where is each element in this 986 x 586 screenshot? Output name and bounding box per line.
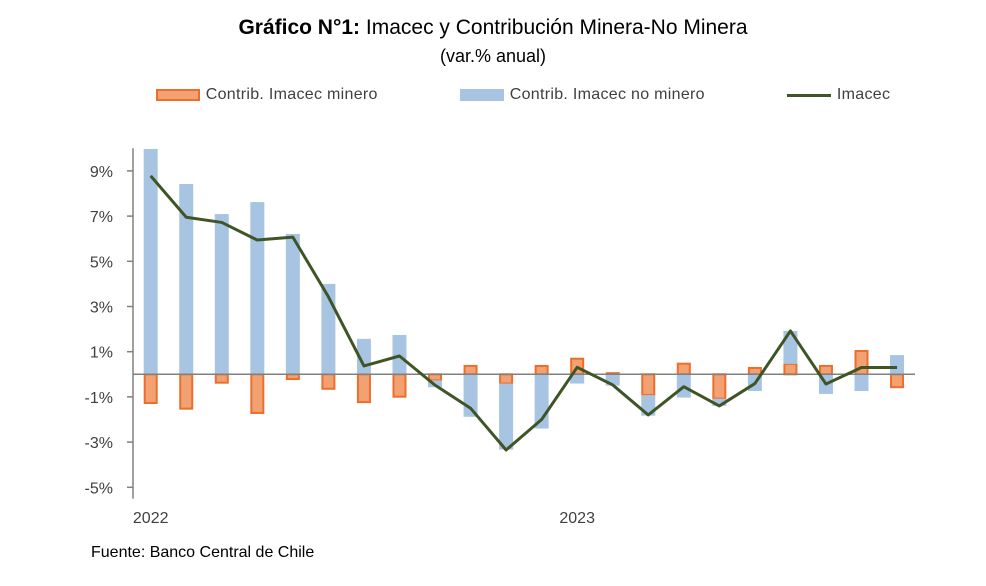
- bar-minero: [463, 364, 478, 376]
- y-tick-label: -1%: [85, 390, 113, 407]
- legend-swatch-imacec: [786, 93, 831, 97]
- legend: Contrib. Imacec minero Contrib. Imacec n…: [0, 86, 986, 104]
- legend-label-minero: Contrib. Imacec minero: [205, 86, 378, 103]
- legend-item-imacec: Imacec: [786, 86, 891, 104]
- legend-item-minero: Contrib. Imacec minero: [155, 86, 378, 104]
- bar-minero: [818, 364, 833, 376]
- bar-minero: [250, 373, 265, 414]
- bar-minero: [321, 373, 336, 390]
- legend-swatch-minero: [155, 89, 200, 101]
- bar-minero: [890, 373, 905, 389]
- y-tick-label: -5%: [85, 480, 113, 497]
- bar-minero: [499, 373, 514, 385]
- bar-minero: [356, 373, 371, 404]
- bar-minero: [214, 373, 229, 384]
- title-prefix: Gráfico N°1:: [238, 16, 361, 39]
- bar-minero: [143, 373, 158, 405]
- bar-minero: [392, 373, 407, 398]
- legend-label-no-minero: Contrib. Imacec no minero: [509, 86, 705, 103]
- title-text: Imacec y Contribución Minera-No Minera: [365, 16, 748, 39]
- legend-label-imacec: Imacec: [836, 86, 891, 103]
- bar-no-minero: [783, 330, 798, 364]
- y-tick-label: 5%: [90, 254, 113, 271]
- bar-minero: [534, 364, 549, 376]
- y-tick-label: 3%: [90, 300, 113, 317]
- bar-minero: [179, 373, 194, 410]
- bar-minero: [641, 373, 656, 397]
- x-tick-label: 2023: [559, 510, 595, 527]
- y-tick-label: 1%: [90, 345, 113, 362]
- source-note: Fuente: Banco Central de Chile: [91, 544, 315, 561]
- legend-item-no-minero: Contrib. Imacec no minero: [459, 86, 705, 104]
- bar-no-minero: [570, 374, 585, 384]
- x-tick-label: 2022: [133, 510, 169, 527]
- bar-no-minero: [605, 374, 620, 386]
- bar-no-minero: [499, 383, 514, 450]
- y-tick-label: 7%: [90, 209, 113, 226]
- bar-no-minero: [890, 355, 905, 375]
- imacec-line: [149, 174, 898, 452]
- bar-minero: [712, 373, 727, 400]
- bar-no-minero: [712, 398, 727, 406]
- chart-subtitle: (var.% anual): [439, 46, 547, 66]
- y-tick-label: 9%: [90, 164, 113, 181]
- bar-minero: [747, 366, 762, 376]
- y-tick-label: -3%: [85, 435, 113, 452]
- legend-swatch-no-minero: [459, 89, 504, 101]
- bar-no-minero: [214, 214, 229, 375]
- bar-no-minero: [854, 374, 869, 392]
- chart-title: Gráfico N°1: Imacec y Contribución Miner…: [0, 16, 986, 40]
- bar-minero: [428, 373, 443, 382]
- bar-no-minero: [143, 148, 158, 375]
- bar-no-minero: [285, 233, 300, 375]
- bar-no-minero: [250, 202, 265, 375]
- bar-no-minero: [179, 184, 194, 375]
- bar-minero: [676, 362, 691, 376]
- bar-minero: [783, 362, 798, 376]
